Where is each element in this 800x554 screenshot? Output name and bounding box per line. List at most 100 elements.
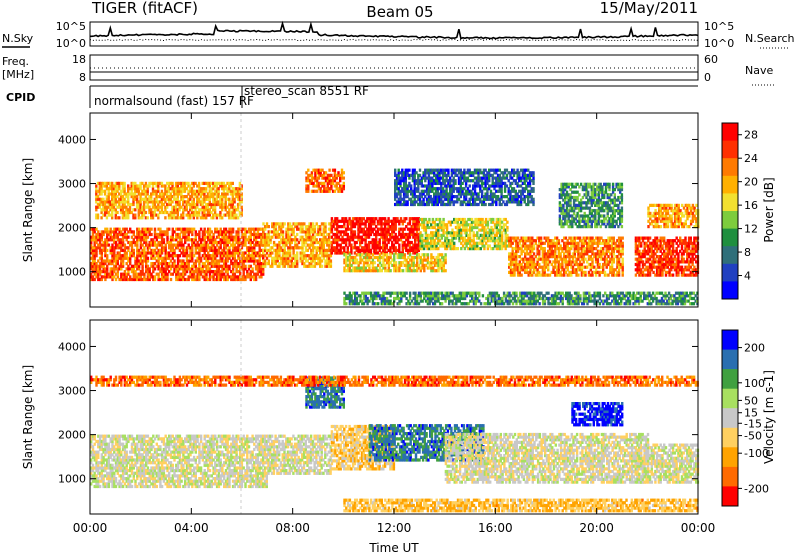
heatmap-cell — [366, 246, 369, 250]
heatmap-cell — [141, 254, 144, 258]
heatmap-cell — [253, 275, 256, 279]
heatmap-cell — [206, 202, 210, 207]
heatmap-cell — [324, 230, 327, 234]
heatmap-cell — [231, 262, 235, 266]
heatmap-cell — [343, 225, 346, 229]
heatmap-cell — [437, 217, 440, 222]
heatmap-cell — [389, 227, 392, 231]
heatmap-cell — [180, 267, 183, 271]
heatmap-cell — [314, 179, 317, 183]
heatmap-cell — [169, 267, 173, 271]
heatmap-cell — [184, 262, 187, 266]
heatmap-cell — [254, 232, 258, 237]
heatmap-cell — [403, 217, 406, 221]
heatmap-cell — [382, 235, 385, 239]
heatmap-cell — [350, 227, 353, 231]
heatmap-cell — [424, 217, 428, 222]
heatmap-cell — [415, 246, 419, 250]
heatmap-cell — [146, 235, 150, 239]
heatmap-cell — [353, 240, 357, 245]
heatmap-cell — [169, 254, 173, 258]
heatmap-cell — [328, 187, 331, 191]
heatmap-cell — [90, 235, 93, 239]
heatmap-cell — [387, 217, 390, 221]
heatmap-cell — [210, 187, 213, 191]
heatmap-cell — [336, 225, 339, 229]
heatmap-cell — [194, 259, 197, 263]
heatmap-cell — [456, 231, 459, 235]
heatmap-cell — [226, 189, 229, 193]
heatmap-cell — [267, 248, 270, 252]
heatmap-cell — [189, 270, 192, 274]
heatmap-cell — [184, 235, 187, 239]
heatmap-cell — [253, 277, 256, 282]
heatmap-cell — [463, 225, 467, 230]
heatmap-cell — [294, 262, 297, 266]
heatmap-cell — [201, 192, 204, 196]
heatmap-cell — [136, 254, 139, 258]
heatmap-cell — [260, 270, 263, 274]
heatmap-cell — [129, 251, 132, 255]
heatmap-cell — [445, 231, 449, 235]
heatmap-cell — [219, 195, 222, 199]
heatmap-cell — [113, 254, 116, 258]
heatmap-cell — [332, 219, 335, 223]
heatmap-cell — [208, 272, 212, 276]
heatmap-cell — [93, 259, 96, 263]
heatmap-cell — [120, 277, 123, 282]
heatmap-cell — [389, 261, 392, 265]
heatmap-cell — [203, 246, 206, 250]
heatmap-cell — [391, 219, 394, 223]
heatmap-cell — [191, 240, 194, 245]
heatmap-cell — [376, 246, 380, 250]
heatmap-cell — [105, 216, 109, 220]
heatmap-cell — [329, 254, 333, 258]
heatmap-cell — [435, 233, 438, 237]
heatmap-cell — [184, 240, 187, 245]
heatmap-cell — [258, 227, 261, 231]
heatmap-cell — [104, 262, 107, 266]
heatmap-cell — [125, 246, 128, 250]
heatmap-cell — [408, 227, 412, 231]
heatmap-cell — [316, 176, 319, 180]
heatmap-cell — [217, 200, 220, 204]
heatmap-cell — [394, 168, 397, 172]
heatmap-cell — [315, 238, 318, 242]
heatmap-cell — [155, 259, 158, 263]
heatmap-cell — [215, 187, 219, 191]
heatmap-cell — [226, 267, 229, 271]
heatmap-cell — [160, 235, 164, 239]
heatmap-cell — [456, 223, 459, 227]
heatmap-cell — [332, 238, 335, 242]
heatmap-cell — [201, 235, 205, 239]
heatmap-cell — [174, 200, 178, 204]
heatmap-cell — [93, 230, 96, 234]
heatmap-cell — [153, 213, 156, 217]
heatmap-cell — [128, 208, 132, 212]
heatmap-cell — [247, 246, 251, 250]
heatmap-cell — [419, 247, 422, 251]
heatmap-cell — [333, 176, 337, 180]
heatmap-cell — [100, 181, 103, 185]
heatmap-cell — [141, 270, 144, 274]
heatmap-cell — [366, 253, 369, 257]
heatmap-cell — [224, 187, 227, 191]
heatmap-cell — [315, 256, 318, 260]
heatmap-cell — [164, 262, 167, 266]
heatmap-cell — [135, 205, 139, 209]
heatmap-cell — [113, 267, 116, 271]
heatmap-cell — [235, 192, 238, 196]
heatmap-cell — [260, 232, 263, 237]
heatmap-cell — [444, 241, 447, 245]
heatmap-cell — [246, 256, 249, 260]
heatmap-cell — [233, 189, 236, 193]
heatmap-cell — [155, 181, 158, 185]
heatmap-cell — [199, 192, 203, 196]
heatmap-cell — [212, 202, 215, 207]
heatmap-cell — [426, 253, 430, 257]
heatmap-cell — [158, 192, 162, 196]
heatmap-cell — [93, 264, 96, 268]
heatmap-cell — [377, 263, 380, 267]
heatmap-cell — [426, 241, 429, 245]
heatmap-cell — [175, 272, 178, 276]
